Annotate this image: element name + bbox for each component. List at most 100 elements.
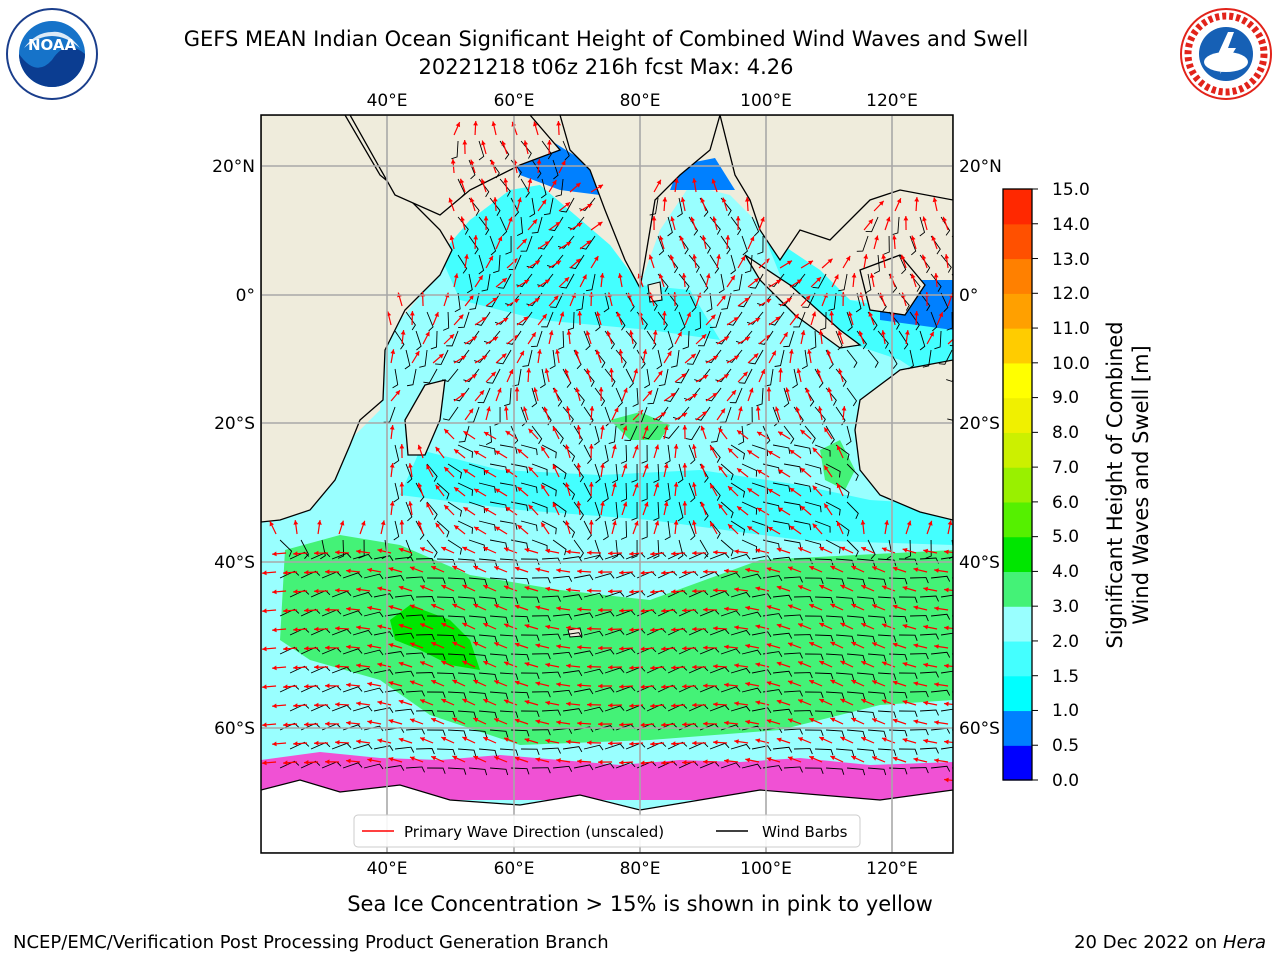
wind-barb: [826, 615, 845, 623]
wind-barb: [289, 551, 310, 560]
wind-barb: [393, 482, 400, 503]
wave-arrow-head: [629, 551, 634, 557]
wave-arrow-head: [860, 520, 866, 525]
wave-arrow-head: [798, 585, 804, 590]
wind-barb: [463, 368, 480, 383]
wave-arrow-head: [598, 721, 603, 727]
wind-barb: [427, 615, 446, 622]
wave-arrow-head: [774, 406, 780, 412]
wave-arrow-head: [712, 392, 718, 398]
wave-arrow-head: [922, 216, 927, 222]
wind-barb: [920, 633, 939, 640]
wave-arrow-head: [444, 429, 449, 434]
wave-arrow-head: [776, 661, 782, 667]
wave-arrow-head: [824, 465, 829, 471]
wave-arrow-head: [686, 312, 691, 318]
wave-arrow-head: [745, 719, 751, 725]
wave-arrow-head: [388, 605, 394, 610]
wave-arrow-head: [481, 355, 487, 360]
wave-arrow-head: [346, 720, 351, 726]
wind-barb: [485, 425, 492, 446]
wave-arrow-head: [483, 431, 489, 437]
wind-barb: [899, 748, 918, 755]
wind-barb: [427, 577, 446, 584]
wind-barb: [511, 691, 530, 699]
wind-barb: [604, 406, 611, 427]
wind-barb: [793, 311, 806, 328]
wind-barb: [920, 671, 939, 678]
wave-arrow-head: [481, 140, 486, 146]
wave-arrow-head: [913, 719, 919, 725]
wind-barb: [363, 687, 384, 694]
wind-barb: [541, 482, 557, 497]
wave-arrow-head: [409, 604, 415, 609]
wave-arrow-head: [325, 607, 330, 613]
wave-arrow-head: [521, 238, 527, 244]
wave-arrow-head: [335, 664, 340, 669]
wave-arrow-head: [390, 349, 396, 354]
wave-arrow-head: [346, 644, 351, 650]
wave-arrow-head: [669, 254, 675, 260]
wind-barb: [289, 741, 310, 750]
wave-arrow-head: [647, 390, 653, 396]
wave-arrow-head: [836, 445, 842, 451]
wave-direction-arrow: [958, 273, 961, 287]
wave-arrow-head: [964, 393, 969, 398]
wave-arrow-head: [473, 679, 479, 685]
wave-arrow-head: [776, 737, 782, 743]
wave-arrow-head: [505, 431, 511, 436]
wave-arrow-head: [830, 755, 836, 761]
wave-arrow-head: [545, 738, 551, 744]
wave-arrow-head: [389, 425, 395, 430]
wave-arrow-head: [441, 698, 447, 704]
wind-barb: [646, 627, 667, 636]
wind-barb: [395, 708, 415, 715]
wind-barb: [451, 140, 459, 160]
wave-arrow-head: [789, 487, 795, 493]
wave-arrow-head: [585, 330, 591, 336]
wave-arrow-head: [650, 741, 655, 747]
wave-arrow-head: [944, 625, 949, 631]
wave-arrow-head: [771, 350, 776, 356]
wave-arrow-head: [787, 680, 793, 685]
wind-barb: [793, 444, 812, 455]
wave-arrow-head: [541, 484, 546, 490]
wind-barb: [426, 539, 438, 558]
wind-barb: [773, 632, 793, 639]
left-lat-label: 40°S: [214, 553, 255, 573]
wind-barb: [672, 406, 690, 420]
wave-arrow-head: [304, 646, 309, 651]
wind-barb: [667, 741, 688, 750]
wind-barb: [521, 710, 540, 718]
wave-arrow-head: [619, 760, 624, 765]
wind-barb: [646, 292, 658, 311]
wave-arrow-head: [588, 482, 594, 487]
wave-arrow-head: [552, 180, 557, 186]
wind-barb: [730, 254, 736, 275]
top-lon-label: 60°E: [494, 91, 535, 111]
wind-barb: [447, 539, 462, 555]
wave-arrow-head: [872, 680, 878, 685]
map-legend: Primary Wave Direction (unscaled) Wind B…: [353, 814, 861, 848]
wind-barb: [657, 235, 665, 256]
wave-arrow-head: [483, 736, 489, 742]
wave-arrow-head: [462, 698, 468, 704]
colorbar-tick: 14.0: [1052, 215, 1090, 235]
wave-arrow-head: [681, 373, 687, 379]
wind-barb: [469, 292, 480, 310]
wave-arrow-head: [582, 274, 587, 280]
wave-arrow-head: [452, 603, 458, 609]
wave-arrow-head: [304, 570, 309, 575]
wind-barb: [909, 235, 917, 256]
wave-arrow-head: [817, 406, 823, 412]
colorbar-segment: [1003, 189, 1032, 225]
wave-arrow-head: [902, 699, 908, 705]
wave-arrow-head: [896, 198, 902, 204]
wind-barb: [773, 670, 793, 677]
wave-arrow-head: [441, 660, 447, 666]
wind-barb: [846, 349, 858, 368]
wind-barb: [878, 558, 897, 566]
wind-barb: [442, 368, 459, 382]
wind-barb: [521, 596, 540, 604]
